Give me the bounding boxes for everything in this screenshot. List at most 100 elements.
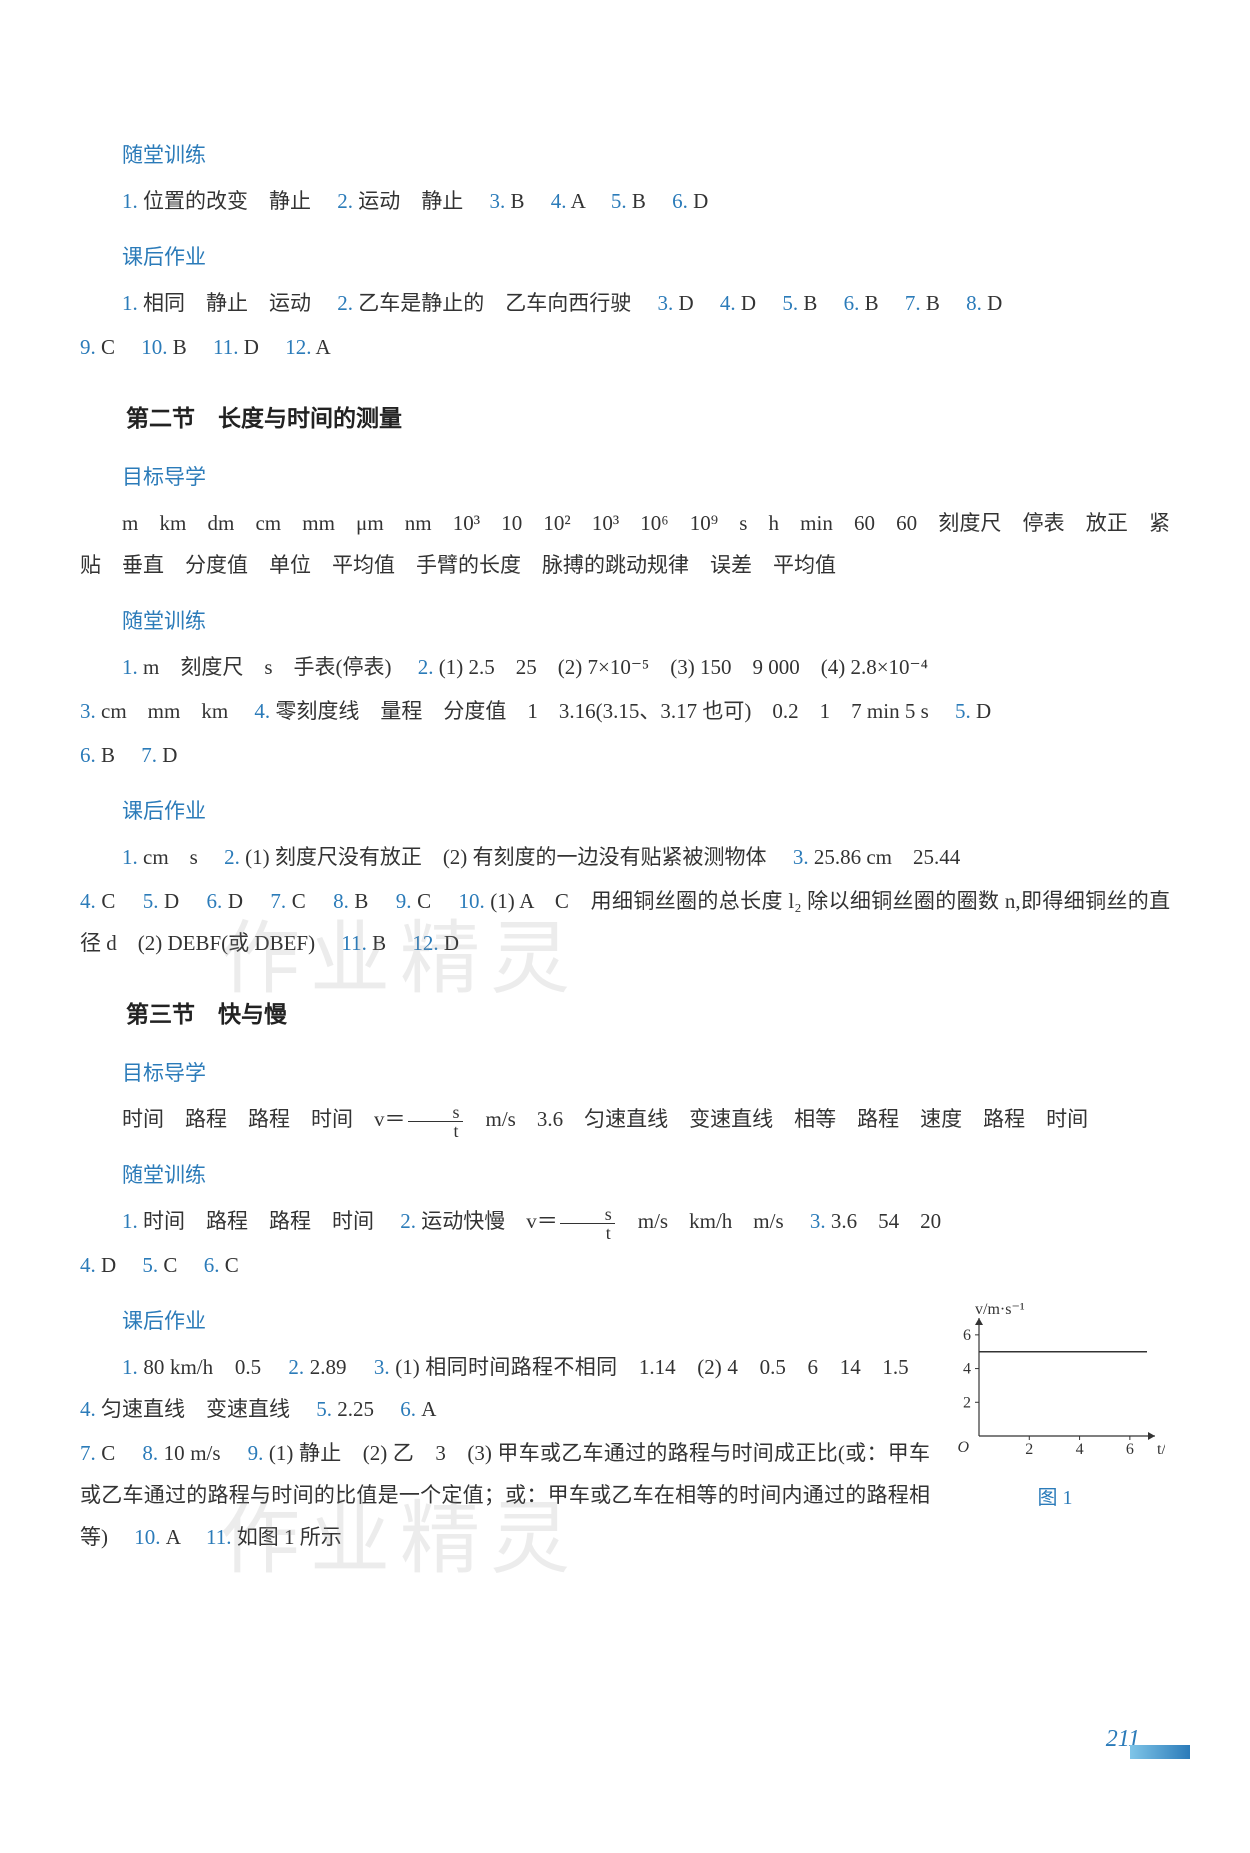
- qnum: 12.: [412, 931, 444, 955]
- qnum: 5.: [611, 189, 632, 213]
- answer-text: C: [225, 1253, 239, 1277]
- qnum: 4.: [80, 1253, 101, 1277]
- subhead-classroom-3: 随堂训练: [80, 1154, 1170, 1196]
- answer-text: D: [228, 889, 265, 913]
- answer-text: B: [354, 889, 390, 913]
- qnum: 10.: [134, 1525, 166, 1549]
- answer-text: C: [101, 335, 136, 359]
- svg-text:2: 2: [1025, 1441, 1033, 1458]
- answers-line: 1. 位置的改变 静止 2. 运动 静止 3. B 4. A 5. B 6. D: [80, 180, 1170, 222]
- answers-line: 1. 80 km/h 0.5 2. 2.89 3. (1) 相同时间路程不相同 …: [80, 1346, 930, 1430]
- qnum: 1.: [122, 845, 143, 869]
- answer-text: D: [741, 291, 777, 315]
- svg-text:4: 4: [963, 1361, 971, 1378]
- qnum: 2.: [288, 1355, 309, 1379]
- qnum: 11.: [341, 931, 372, 955]
- fraction-top: s: [408, 1103, 463, 1122]
- answer-text: B: [101, 743, 136, 767]
- qnum: 5.: [955, 699, 976, 723]
- fraction-top: s: [560, 1205, 615, 1224]
- answer-text: D: [244, 335, 280, 359]
- section-title-3: 第三节 快与慢: [80, 992, 1170, 1038]
- svg-text:2: 2: [963, 1394, 971, 1411]
- answers-line: 9. C 10. B 11. D 12. A: [80, 326, 1170, 368]
- qnum: 10.: [458, 889, 490, 913]
- qnum: 1.: [122, 291, 143, 315]
- qnum: 2.: [337, 189, 358, 213]
- answer-text: B: [803, 291, 838, 315]
- answer-text: B: [632, 189, 667, 213]
- answer-text: 时间 路程 路程 时间: [143, 1209, 395, 1233]
- fraction-bot: t: [560, 1224, 615, 1242]
- svg-text:t/s: t/s: [1157, 1441, 1165, 1458]
- answer-text: (1) 2.5 25 (2) 7×10⁻⁵ (3) 150 9 000 (4) …: [439, 655, 928, 679]
- answer-text: B: [926, 291, 961, 315]
- answer-text: A: [166, 1525, 201, 1549]
- answer-text: 2.89: [310, 1355, 368, 1379]
- fraction-bot: t: [408, 1122, 463, 1140]
- answers-line: 1. m 刻度尺 s 手表(停表) 2. (1) 2.5 25 (2) 7×10…: [80, 646, 1170, 688]
- answer-text: A: [571, 189, 606, 213]
- svg-text:O: O: [957, 1439, 969, 1456]
- answers-line: 6. B 7. D: [80, 734, 1170, 776]
- answer-text: D: [101, 1253, 137, 1277]
- qnum: 6.: [207, 889, 228, 913]
- answer-text: 时间 路程 路程 时间 v＝: [122, 1107, 406, 1131]
- answer-text: D: [162, 743, 177, 767]
- figure-caption: 图 1: [945, 1478, 1165, 1518]
- qnum: 7.: [905, 291, 926, 315]
- qnum: 4.: [551, 189, 571, 213]
- subhead-homework-2: 课后作业: [80, 790, 1170, 832]
- answer-text: 2.25: [337, 1397, 395, 1421]
- subhead-classroom-1: 随堂训练: [80, 134, 1170, 176]
- subhead-goal-2: 目标导学: [80, 456, 1170, 498]
- qnum: 1.: [122, 655, 143, 679]
- answer-text: D: [987, 291, 1002, 315]
- subhead-goal-3: 目标导学: [80, 1052, 1170, 1094]
- answer-text: 80 km/h 0.5: [143, 1355, 282, 1379]
- answer-text: D: [444, 931, 459, 955]
- svg-text:6: 6: [963, 1327, 971, 1344]
- fraction: st: [408, 1103, 463, 1140]
- qnum: 8.: [142, 1441, 163, 1465]
- qnum: 8.: [333, 889, 354, 913]
- qnum: 4.: [254, 699, 275, 723]
- answers-line: 4. C 5. D 6. D 7. C 8. B 9. C 10. (1) A …: [80, 880, 1170, 964]
- answer-text: D: [976, 699, 991, 723]
- qnum: 1.: [122, 1209, 143, 1233]
- qnum: 11.: [206, 1525, 237, 1549]
- answer-text: 匀速直线 变速直线: [101, 1397, 311, 1421]
- answers-line: 1. 时间 路程 路程 时间 2. 运动快慢 v＝st m/s km/h m/s…: [80, 1200, 1170, 1242]
- qnum: 5.: [316, 1397, 337, 1421]
- answer-text: 10 m/s: [164, 1441, 242, 1465]
- qnum: 11.: [213, 335, 244, 359]
- qnum: 3.: [658, 291, 679, 315]
- answers-line: 7. C 8. 10 m/s 9. (1) 静止 (2) 乙 3 (3) 甲车或…: [80, 1432, 930, 1558]
- qnum: 6.: [844, 291, 865, 315]
- qnum: 5.: [142, 1253, 163, 1277]
- qnum: 4.: [720, 291, 741, 315]
- answer-text: m/s km/h m/s: [617, 1209, 805, 1233]
- answer-text: 相同 静止 运动: [143, 291, 332, 315]
- answer-text: C: [417, 889, 453, 913]
- qnum: 12.: [285, 335, 315, 359]
- answers-line: 4. D 5. C 6. C: [80, 1244, 1170, 1286]
- answer-text: B: [511, 189, 546, 213]
- answer-text: D: [679, 291, 715, 315]
- qnum: 6.: [400, 1397, 421, 1421]
- answers-line: 1. cm s 2. (1) 刻度尺没有放正 (2) 有刻度的一边没有贴紧被测物…: [80, 836, 1170, 878]
- answer-text: C: [101, 889, 137, 913]
- answer-text: m/s 3.6 匀速直线 变速直线 相等 路程 速度 路程 时间: [465, 1107, 1089, 1131]
- answers-line: 3. cm mm km 4. 零刻度线 量程 分度值 1 3.16(3.15、3…: [80, 690, 1170, 732]
- answer-text: B: [372, 931, 407, 955]
- answer-text: A: [421, 1397, 436, 1421]
- qnum: 6.: [80, 743, 101, 767]
- qnum: 2.: [337, 291, 358, 315]
- answer-text: B: [173, 335, 208, 359]
- answer-text: 运动 静止: [358, 189, 484, 213]
- answer-text: (1) 刻度尺没有放正 (2) 有刻度的一边没有贴紧被测物体: [245, 845, 787, 869]
- qnum: 7.: [80, 1441, 101, 1465]
- qnum: 6.: [672, 189, 693, 213]
- answer-text: 25.86 cm 25.44: [814, 845, 960, 869]
- svg-text:v/m·s⁻¹: v/m·s⁻¹: [975, 1301, 1025, 1318]
